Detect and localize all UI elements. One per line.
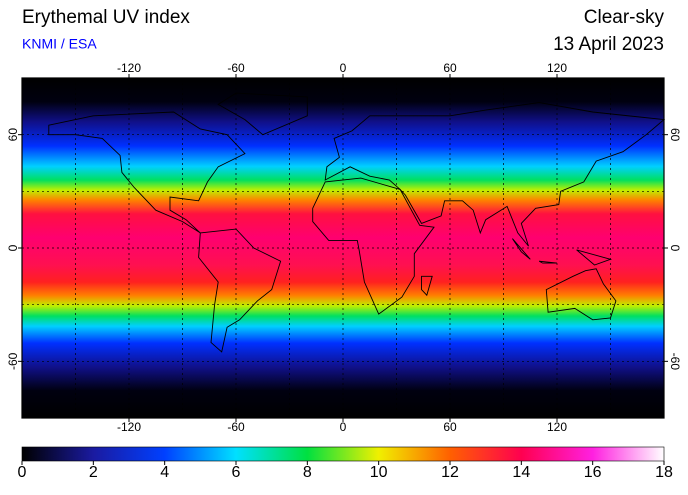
sky-condition: Clear-sky (584, 7, 665, 28)
title: Erythemal UV index (22, 7, 190, 28)
lat-tick-label: 60 (6, 128, 20, 142)
colorbar-tick-label: 6 (232, 464, 241, 481)
coastline (512, 238, 531, 260)
colorbar (21, 446, 665, 462)
lon-tick-label: -60 (227, 420, 245, 434)
colorbar-tick-label: 0 (18, 464, 27, 481)
colorbar-tick-label: 8 (303, 464, 312, 481)
lat-tick-label: -60 (6, 352, 20, 370)
coastline (48, 111, 246, 234)
date: 13 April 2023 (553, 34, 664, 55)
coastlines (48, 92, 666, 353)
coastline (324, 102, 666, 247)
colorbar-tick-label: 14 (512, 464, 530, 481)
colorbar-tick-label: 12 (441, 464, 459, 481)
lon-tick-label: 0 (340, 61, 347, 75)
colorbar-tick-label: 16 (584, 464, 602, 481)
coastline (312, 177, 435, 315)
lat-tick-label: 0 (6, 244, 20, 251)
colorbar-tick-label: 4 (160, 464, 169, 481)
lat-tick-label: 60 (668, 128, 682, 142)
colorbar-tick-label: 18 (655, 464, 673, 481)
coastline (421, 275, 433, 297)
lon-tick-label: -60 (227, 61, 245, 75)
lon-tick-label: 0 (340, 420, 347, 434)
lon-tick-label: -120 (117, 420, 141, 434)
coastline (545, 268, 617, 321)
lat-tick-label: 0 (668, 245, 682, 252)
lon-tick-label: 120 (547, 420, 567, 434)
lon-tick-label: 60 (443, 61, 457, 75)
lon-tick-label: -120 (117, 61, 141, 75)
coastline (538, 260, 558, 264)
lat-tick-label: -60 (668, 353, 682, 371)
colorbar-tick-label: 2 (89, 464, 98, 481)
lon-tick-label: 60 (443, 420, 457, 434)
coastline (576, 249, 612, 266)
coastline (198, 228, 282, 353)
colorbar-tick-label: 10 (370, 464, 388, 481)
source: KNMI / ESA (22, 36, 97, 52)
lon-tick-label: 120 (547, 61, 567, 75)
